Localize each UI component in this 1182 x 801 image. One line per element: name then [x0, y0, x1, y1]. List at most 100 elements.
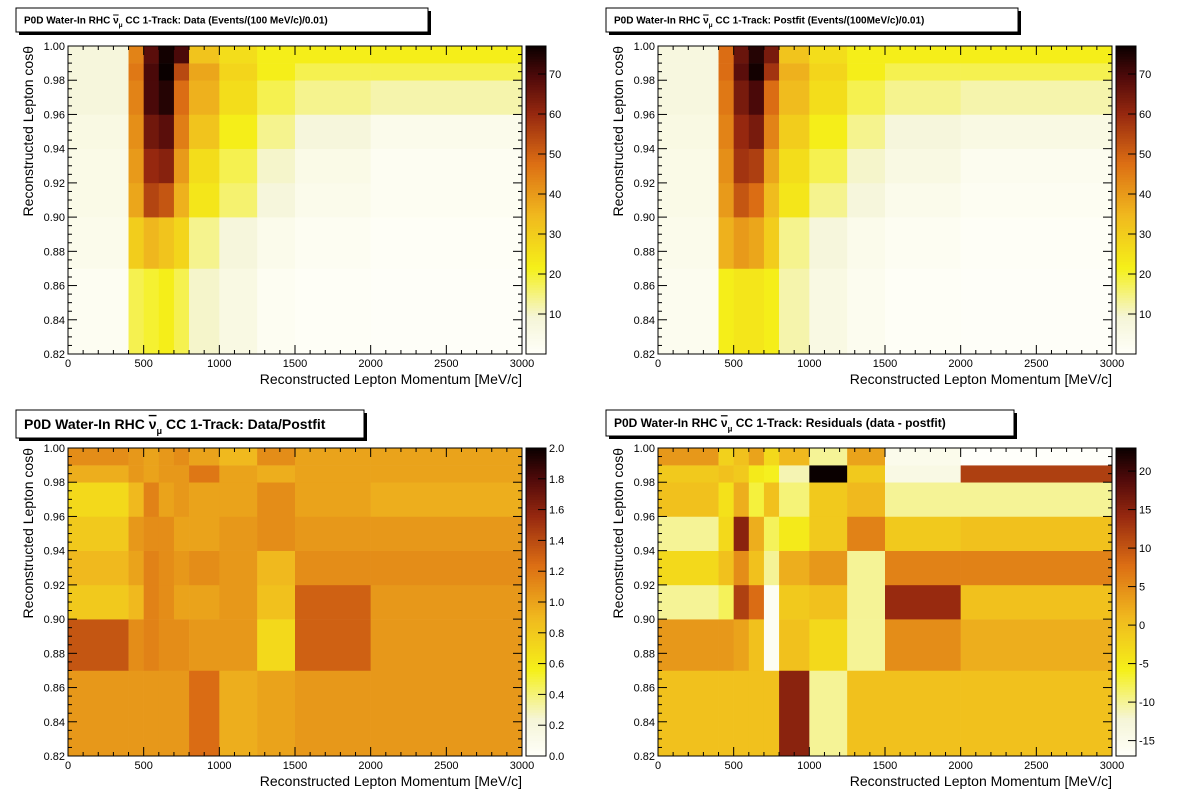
- heatmap-cell: [885, 465, 961, 483]
- heatmap-cell: [128, 268, 144, 355]
- heatmap-cell: [718, 182, 734, 218]
- y-tick-label: 1.00: [634, 443, 655, 455]
- heatmap-cell: [658, 182, 719, 218]
- heatmap-cell: [718, 584, 734, 620]
- heatmap-cell: [370, 550, 523, 586]
- color-scale-tick-label: 0.4: [549, 689, 564, 701]
- heatmap-cell: [189, 182, 220, 218]
- svg-text:P0D Water-In RHC νμ CC 1-Track: P0D Water-In RHC νμ CC 1-Track: Data/Pos…: [24, 416, 326, 436]
- heatmap-cell: [189, 80, 220, 115]
- svg-text:P0D Water-In RHC νμ CC 1-Track: P0D Water-In RHC νμ CC 1-Track: Data (Ev…: [24, 16, 328, 30]
- y-axis-ticks: 0.82 0.84 0.86 0.88 0.90 0.92 0.94 0.96 0.98 1.00: [44, 41, 522, 361]
- y-tick-label: 0.86: [44, 683, 65, 695]
- heatmap-cell: [173, 448, 190, 466]
- heatmap-cell: [219, 465, 258, 483]
- heatmap-cell: [960, 63, 1113, 81]
- heatmap-cell: [189, 448, 220, 466]
- residuals-heatmap-panel: 0 500 1000 1500 2000 2500 3000 0.82 0.84 0.86 0.88…: [590, 402, 1180, 801]
- color-scale-tick-label: 0.8: [549, 628, 564, 640]
- color-scale-tick-label: 0.6: [549, 659, 564, 671]
- heatmap-cell: [847, 148, 886, 184]
- heatmap-cell: [173, 182, 190, 218]
- heatmap-cell: [68, 268, 129, 355]
- heatmap-cell: [158, 114, 175, 149]
- heatmap-cell: [718, 80, 734, 115]
- color-scale-tick-label: 50: [549, 149, 561, 161]
- color-scale-tick-label: 30: [549, 229, 561, 241]
- heatmap-cell: [173, 46, 190, 64]
- heatmap-cell: [658, 670, 719, 757]
- heatmap-cell: [809, 63, 848, 81]
- heatmap-cell: [748, 148, 765, 184]
- y-axis-label: Reconstructed Lepton cosθ: [20, 448, 36, 619]
- heatmap-cell: [809, 465, 848, 483]
- heatmap-cell: [68, 80, 129, 115]
- heatmap-cell: [128, 584, 144, 620]
- y-axis-label: Reconstructed Lepton cosθ: [610, 448, 626, 619]
- heatmap-cell: [763, 148, 780, 184]
- heatmap-cell: [295, 670, 371, 757]
- heatmap-cell: [257, 550, 296, 586]
- heatmap-cell: [733, 516, 750, 551]
- heatmap-cell: [960, 114, 1113, 149]
- heatmap-cell: [219, 550, 258, 586]
- heatmap-cell: [763, 217, 780, 269]
- y-tick-label: 0.88: [44, 246, 65, 258]
- heatmap-cell: [219, 516, 258, 551]
- heatmap-cell: [158, 516, 175, 551]
- x-tick-label: 0: [65, 358, 71, 370]
- heatmap-cell: [68, 482, 129, 517]
- heatmap-cell: [219, 63, 258, 81]
- heatmap-cell: [128, 465, 144, 483]
- heatmap-cell: [257, 217, 296, 269]
- heatmap-cell: [763, 516, 780, 551]
- heatmap-cell: [370, 217, 523, 269]
- y-tick-label: 0.84: [634, 315, 655, 327]
- heatmap-cell: [295, 448, 371, 466]
- x-tick-label: 0: [655, 760, 661, 772]
- color-scale-tick-label: 30: [1139, 229, 1151, 241]
- heatmap-cell: [158, 148, 175, 184]
- heatmap-cell: [295, 114, 371, 149]
- x-tick-label: 500: [134, 358, 152, 370]
- heatmap-cell: [748, 448, 765, 466]
- heatmap-cell: [370, 516, 523, 551]
- y-tick-label: 0.90: [634, 212, 655, 224]
- heatmap-cell: [763, 46, 780, 64]
- y-tick-label: 0.92: [44, 580, 65, 592]
- heatmap-cell: [189, 670, 220, 757]
- x-tick-label: 2000: [948, 760, 972, 772]
- heatmap-cell: [960, 148, 1113, 184]
- heatmap-cell: [295, 584, 371, 620]
- heatmap-cell: [295, 63, 371, 81]
- heatmap-cell: [748, 619, 765, 671]
- heatmap-cell: [257, 63, 296, 81]
- heatmap-cell: [779, 148, 810, 184]
- heatmap-cell: [658, 550, 719, 586]
- heatmap-cell: [158, 550, 175, 586]
- heatmap-cell: [658, 619, 719, 671]
- y-tick-label: 0.82: [44, 751, 65, 763]
- y-tick-label: 1.00: [44, 41, 65, 53]
- heatmap-cell: [748, 584, 765, 620]
- heatmap-cell: [219, 46, 258, 64]
- heatmap-cell: [885, 148, 961, 184]
- heatmap-cell: [733, 670, 750, 757]
- color-scale-tick-label: -10: [1139, 697, 1155, 709]
- heatmap-cell: [68, 148, 129, 184]
- x-tick-label: 500: [724, 760, 742, 772]
- x-axis-label: Reconstructed Lepton Momentum [MeV/c]: [850, 773, 1112, 789]
- heatmap-cell: [718, 63, 734, 81]
- heatmap-cell: [733, 148, 750, 184]
- y-tick-label: 0.84: [634, 717, 655, 729]
- x-tick-label: 3000: [1100, 358, 1124, 370]
- heatmap-cell: [885, 182, 961, 218]
- heatmap-cell: [295, 182, 371, 218]
- heatmap-cell: [748, 465, 765, 483]
- heatmap-cell: [158, 584, 175, 620]
- x-axis-label: Reconstructed Lepton Momentum [MeV/c]: [260, 371, 522, 387]
- color-scale-tick-label: 20: [1139, 269, 1151, 281]
- heatmap-cell: [257, 114, 296, 149]
- heatmap-cell: [143, 114, 160, 149]
- heatmap-cell: [809, 268, 848, 355]
